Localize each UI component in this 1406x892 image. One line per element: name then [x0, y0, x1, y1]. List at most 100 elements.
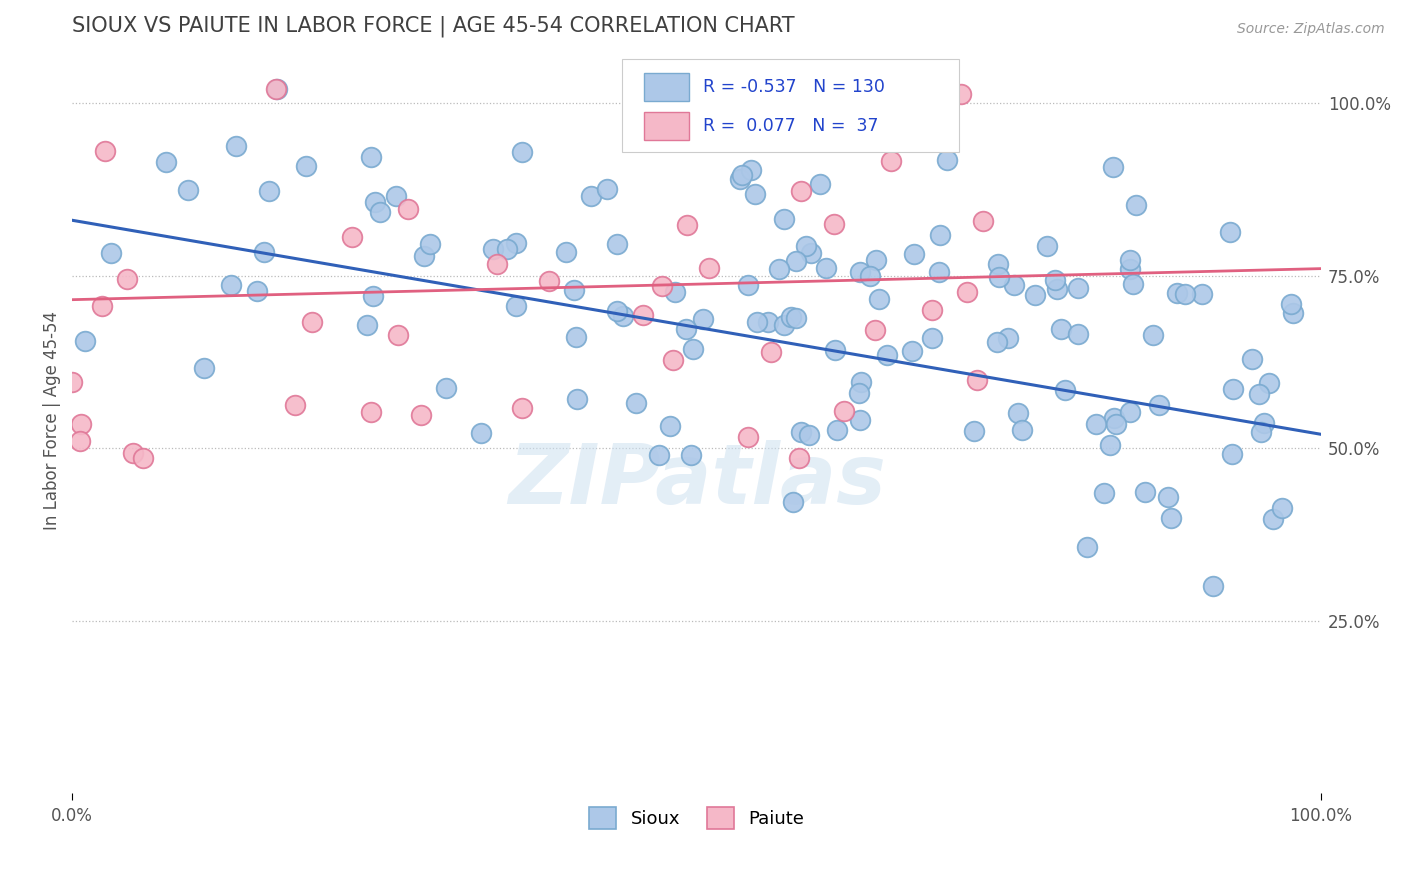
Point	[122, 446, 145, 460]
Point	[219, 278, 242, 293]
Point	[1101, 161, 1123, 175]
Point	[929, 228, 952, 243]
Point	[1118, 261, 1140, 276]
Point	[790, 425, 813, 440]
Point	[411, 408, 433, 422]
Point	[682, 342, 704, 356]
Point	[1282, 306, 1305, 320]
Point	[1157, 490, 1180, 504]
Point	[963, 424, 986, 438]
Point	[413, 249, 436, 263]
Point	[510, 401, 533, 415]
Point	[1219, 225, 1241, 239]
Point	[761, 344, 783, 359]
Point	[565, 330, 588, 344]
Point	[832, 404, 855, 418]
Point	[565, 392, 588, 406]
Point	[1104, 410, 1126, 425]
Point	[859, 268, 882, 283]
Point	[505, 300, 527, 314]
Point	[91, 299, 114, 313]
Y-axis label: In Labor Force | Age 45-54: In Labor Force | Age 45-54	[44, 311, 60, 530]
Point	[485, 257, 508, 271]
Point	[780, 310, 803, 325]
Point	[799, 428, 821, 442]
Point	[385, 189, 408, 203]
Point	[1250, 425, 1272, 439]
Point	[1119, 253, 1142, 268]
Point	[1050, 322, 1073, 336]
Point	[789, 184, 811, 198]
Point	[100, 245, 122, 260]
Point	[966, 373, 988, 387]
Point	[772, 212, 794, 227]
Point	[624, 395, 647, 409]
Legend: Sioux, Paiute: Sioux, Paiute	[582, 800, 811, 837]
Point	[1007, 406, 1029, 420]
Point	[1066, 281, 1088, 295]
Point	[284, 398, 307, 412]
Point	[496, 242, 519, 256]
Point	[1122, 277, 1144, 291]
Text: SIOUX VS PAIUTE IN LABOR FORCE | AGE 45-54 CORRELATION CHART: SIOUX VS PAIUTE IN LABOR FORCE | AGE 45-…	[72, 15, 794, 37]
Point	[950, 87, 973, 101]
Point	[997, 331, 1019, 345]
Point	[986, 335, 1008, 350]
Point	[1279, 297, 1302, 311]
Point	[301, 315, 323, 329]
Point	[662, 353, 685, 368]
Text: R = -0.537   N = 130: R = -0.537 N = 130	[703, 78, 884, 96]
Point	[177, 183, 200, 197]
Point	[1240, 351, 1263, 366]
Point	[1119, 405, 1142, 419]
Point	[69, 434, 91, 448]
Point	[782, 494, 804, 508]
Point	[482, 242, 505, 256]
Point	[731, 96, 754, 111]
Point	[631, 309, 654, 323]
Point	[356, 318, 378, 332]
Point	[651, 279, 673, 293]
Point	[676, 218, 699, 232]
Point	[1046, 282, 1069, 296]
Point	[470, 425, 492, 440]
Point	[1098, 438, 1121, 452]
Point	[1220, 446, 1243, 460]
Point	[928, 265, 950, 279]
Point	[370, 205, 392, 219]
Point	[1076, 540, 1098, 554]
Point	[879, 154, 901, 169]
Point	[868, 293, 890, 307]
Point	[266, 82, 288, 96]
Point	[956, 285, 979, 300]
Text: R =  0.077   N =  37: R = 0.077 N = 37	[703, 117, 879, 135]
Point	[1263, 511, 1285, 525]
Point	[1036, 238, 1059, 252]
Point	[737, 429, 759, 443]
Point	[266, 82, 288, 96]
Point	[363, 289, 385, 303]
Point	[396, 202, 419, 217]
Point	[1043, 272, 1066, 286]
Point	[70, 417, 93, 432]
Point	[740, 163, 762, 178]
Point	[252, 245, 274, 260]
Point	[538, 274, 561, 288]
Point	[1160, 510, 1182, 524]
Point	[679, 448, 702, 462]
Point	[936, 153, 959, 167]
Point	[606, 237, 628, 252]
Point	[1247, 387, 1270, 401]
Point	[1067, 326, 1090, 341]
Point	[363, 195, 385, 210]
Point	[1202, 579, 1225, 593]
Point	[814, 261, 837, 276]
Point	[1054, 383, 1077, 397]
Point	[848, 385, 870, 400]
Point	[731, 168, 754, 182]
Point	[987, 257, 1010, 271]
FancyBboxPatch shape	[621, 59, 959, 152]
Point	[758, 315, 780, 329]
Point	[1271, 500, 1294, 515]
Point	[555, 244, 578, 259]
